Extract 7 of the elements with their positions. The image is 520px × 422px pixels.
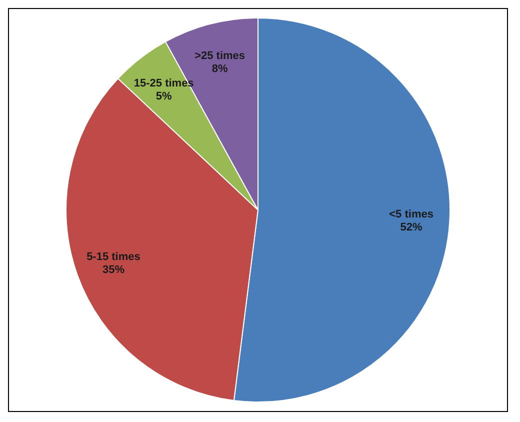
slice-label: <5 times	[389, 208, 434, 220]
slice-label: 5-15 times	[86, 250, 140, 263]
data-label: 8%	[212, 63, 228, 76]
data-label: 5%	[156, 90, 172, 103]
data-label: 35%	[102, 264, 125, 276]
slice-label: >25 times	[194, 50, 246, 62]
data-label: 52%	[400, 222, 423, 234]
